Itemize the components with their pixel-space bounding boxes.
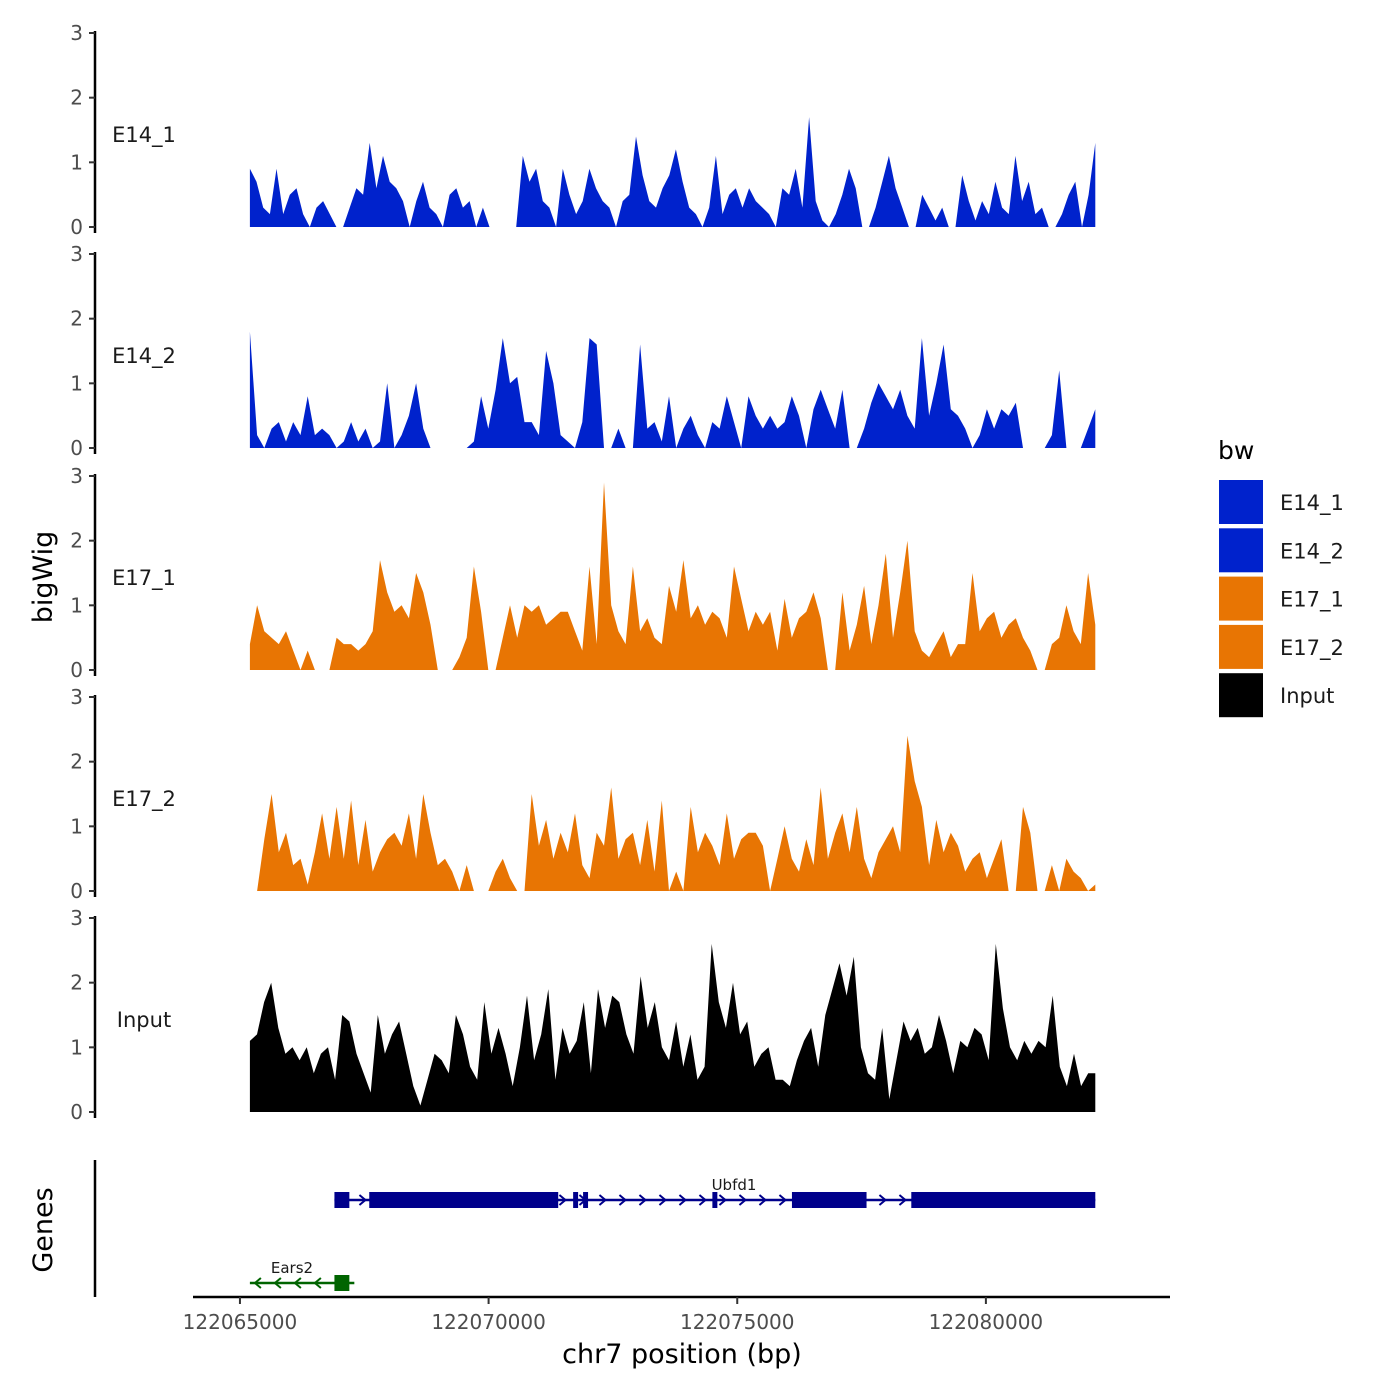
legend-title: bw [1218, 436, 1254, 465]
strand-arrow [738, 1194, 747, 1206]
legend-key-e14-2 [1217, 526, 1265, 575]
strand-arrow [878, 1194, 887, 1206]
legend-label-e17-2: E17_2 [1280, 636, 1344, 661]
gene-track: Ubfd1 Ears2 [93, 1160, 1096, 1297]
x-tick-label: 122080000 [929, 1310, 1044, 1334]
y-tick-label: 2 [70, 971, 83, 995]
strand-arrow [598, 1194, 607, 1206]
y-tick-label: 1 [70, 150, 83, 174]
legend-key-e17-2 [1217, 622, 1265, 671]
strand-arrow [358, 1194, 367, 1206]
legend-key-e17-1 [1217, 574, 1265, 623]
strand-arrow [658, 1194, 667, 1206]
gene-ubfd1: Ubfd1 [334, 1176, 1096, 1208]
x-axis: 122065000 122070000 122075000 122080000 [183, 1295, 1170, 1334]
track-e17-2: 0 1 2 3 E17_2 [70, 685, 1096, 903]
legend-label-input: Input [1280, 684, 1334, 708]
area-input [249, 943, 1096, 1112]
exon [369, 1192, 559, 1208]
track-label-e14-1: E14_1 [112, 123, 176, 148]
strand-arrow [718, 1194, 727, 1206]
area-e17-1 [249, 482, 1096, 670]
exon [334, 1275, 350, 1291]
strand-arrow [778, 1194, 787, 1206]
strand-arrow [758, 1194, 767, 1206]
legend-label-e17-1: E17_1 [1280, 588, 1344, 613]
strand-arrow [558, 1194, 567, 1206]
track-label-e17-1: E17_1 [112, 566, 176, 591]
y-tick-label: 0 [70, 658, 83, 682]
bigwig-tracks: 0 1 2 3 E14_1 0 1 2 3 E14_2 0 1 2 3 E17_1 0 1 2 3 E17_2 0 1 2 3… [70, 21, 1096, 1124]
x-tick-label: 122065000 [183, 1310, 298, 1334]
strand-arrow [698, 1194, 707, 1206]
y-tick-label: 2 [70, 750, 83, 774]
strand-arrow [273, 1277, 282, 1289]
genes-axis-title: Genes [28, 1187, 59, 1272]
area-e14-2 [249, 331, 1096, 448]
x-tick-label: 122075000 [680, 1310, 795, 1334]
x-tick-label: 122070000 [431, 1310, 546, 1334]
strand-arrow [898, 1194, 907, 1206]
legend-key-e14-1 [1217, 478, 1265, 526]
track-label-e17-2: E17_2 [112, 787, 176, 812]
y-tick-label: 3 [70, 685, 83, 709]
exon [583, 1192, 589, 1208]
y-tick-label: 2 [70, 529, 83, 553]
y-tick-label: 0 [70, 215, 83, 239]
strand-arrow [638, 1194, 647, 1206]
track-label-input: Input [117, 1008, 171, 1032]
track-input: 0 1 2 3 Input [70, 906, 1096, 1124]
y-tick-label: 1 [70, 593, 83, 617]
y-tick-label: 1 [70, 371, 83, 395]
y-tick-label: 3 [70, 21, 83, 45]
area-e14-1 [249, 117, 1096, 227]
y-axis-title: bigWig [28, 531, 59, 624]
legend-key-input [1217, 671, 1265, 720]
exon [334, 1192, 350, 1208]
gene-label: Ears2 [271, 1259, 313, 1277]
legend: bw E14_1 E14_2 E17_1 E17_2 Input [1217, 436, 1344, 720]
track-e14-1: 0 1 2 3 E14_1 [70, 21, 1096, 239]
gene-ears2: Ears2 [249, 1259, 355, 1291]
y-tick-label: 3 [70, 906, 83, 930]
x-axis-title: chr7 position (bp) [562, 1339, 802, 1370]
legend-label-e14-2: E14_2 [1280, 539, 1344, 564]
exon [573, 1192, 579, 1208]
gene-label: Ubfd1 [712, 1176, 757, 1194]
exon [911, 1192, 1096, 1208]
y-tick-label: 0 [70, 1100, 83, 1124]
strand-arrow [253, 1277, 262, 1289]
strand-arrow [678, 1194, 687, 1206]
y-tick-label: 0 [70, 879, 83, 903]
y-tick-label: 1 [70, 814, 83, 838]
track-e14-2: 0 1 2 3 E14_2 [70, 242, 1096, 460]
y-tick-label: 3 [70, 242, 83, 266]
track-e17-1: 0 1 2 3 E17_1 [70, 464, 1096, 682]
y-tick-label: 2 [70, 307, 83, 331]
exon [791, 1192, 867, 1208]
strand-arrow [293, 1277, 302, 1289]
exon [712, 1192, 718, 1208]
strand-arrow [313, 1277, 322, 1289]
strand-arrow [618, 1194, 627, 1206]
area-e17-2 [249, 735, 1096, 891]
y-tick-label: 3 [70, 464, 83, 488]
y-tick-label: 1 [70, 1035, 83, 1059]
legend-label-e14-1: E14_1 [1280, 491, 1344, 516]
y-tick-label: 0 [70, 436, 83, 460]
y-tick-label: 2 [70, 86, 83, 110]
track-label-e14-2: E14_2 [112, 344, 176, 369]
